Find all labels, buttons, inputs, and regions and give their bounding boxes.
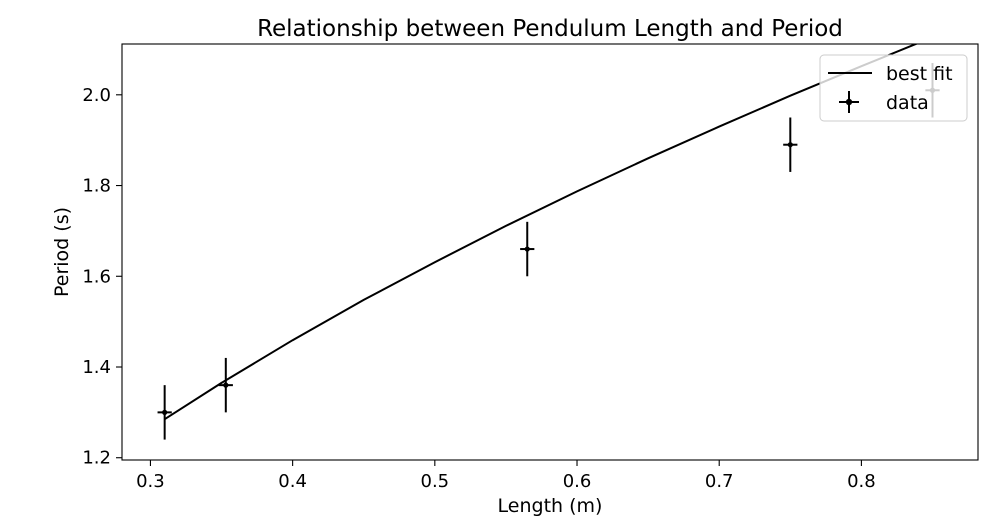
y-axis-label: Period (s) [51,207,73,297]
data-point [524,246,530,252]
x-tick-label: 0.5 [421,471,450,492]
y-tick-label: 1.2 [82,448,111,469]
x-tick-label: 0.8 [847,471,876,492]
y-tick-label: 1.4 [82,357,111,378]
y-tick-label: 2.0 [82,85,111,106]
chart-title: Relationship between Pendulum Length and… [257,16,843,42]
x-tick-label: 0.3 [136,471,165,492]
data-point [787,142,793,148]
legend: best fit data [819,54,968,122]
data-point [223,382,229,388]
y-axis: 1.2 1.4 1.6 1.8 2.0 [82,85,122,469]
x-tick-label: 0.4 [278,471,307,492]
legend-marker-swatch [845,98,853,106]
y-tick-label: 1.8 [82,176,111,197]
x-tick-label: 0.6 [563,471,592,492]
best-fit-line [164,44,919,421]
x-tick-label: 0.7 [705,471,734,492]
legend-label-best-fit: best fit [886,63,953,85]
x-axis: 0.3 0.4 0.5 0.6 0.7 0.8 [136,460,876,492]
y-tick-label: 1.6 [82,266,111,287]
plot-frame [121,43,979,461]
legend-box [819,54,968,122]
data-point [162,409,168,415]
x-axis-label: Length (m) [498,495,603,517]
legend-label-data: data [886,92,929,114]
